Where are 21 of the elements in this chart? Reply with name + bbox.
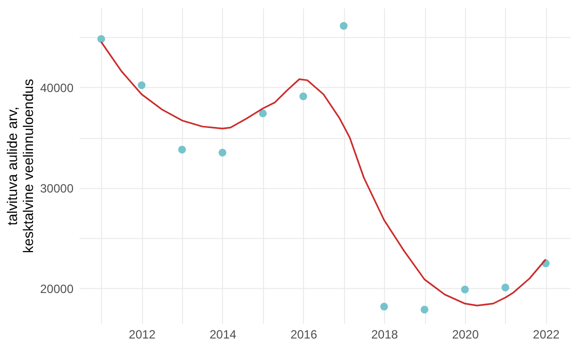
point: [380, 302, 388, 310]
y-axis-title: talvituva aulide arv, kesktalvine veelinnuloendus: [4, 78, 36, 254]
point: [461, 286, 469, 294]
point: [218, 148, 226, 157]
y-tick-label: 30000: [40, 181, 74, 196]
x-tick-label: 2012: [128, 328, 156, 342]
x-tick-label: 2018: [371, 328, 398, 342]
point: [178, 146, 186, 154]
x-tick-label: 2020: [452, 328, 480, 342]
y-tick-label: 20000: [40, 282, 74, 296]
x-tick-label: 2014: [210, 328, 237, 342]
y-tick-label: 40000: [40, 80, 74, 95]
point: [138, 81, 146, 90]
x-tick-label: 2016: [290, 328, 318, 342]
point: [299, 92, 308, 100]
x-tick-label: 2022: [532, 328, 560, 342]
point: [259, 110, 267, 118]
point: [420, 306, 428, 314]
point: [97, 35, 106, 43]
point: [501, 284, 510, 292]
point: [340, 22, 348, 30]
